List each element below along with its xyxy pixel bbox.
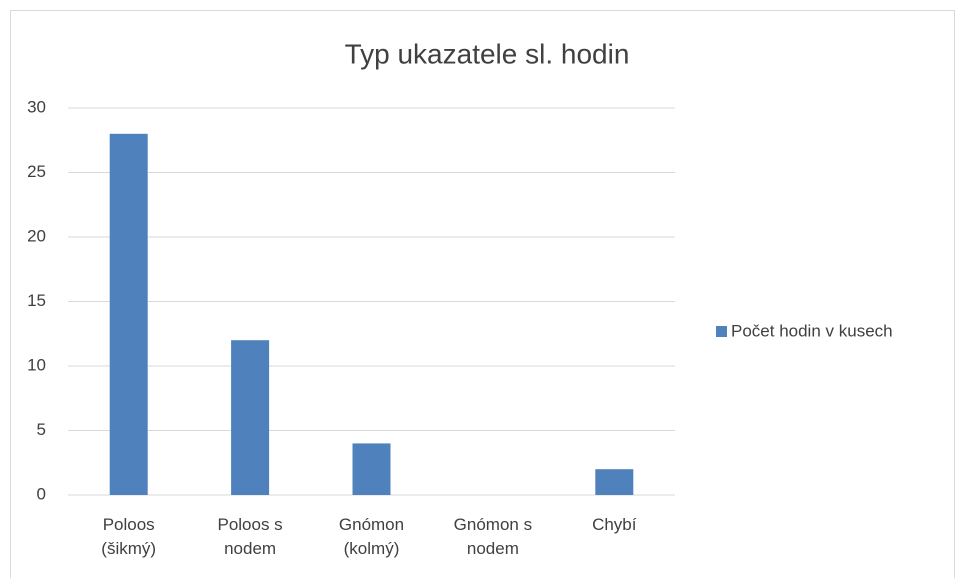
y-tick-label: 0 — [37, 484, 46, 503]
legend-swatch — [716, 326, 727, 337]
chart-title: Typ ukazatele sl. hodin — [345, 38, 630, 69]
y-tick-label: 10 — [27, 355, 46, 374]
y-tick-label: 20 — [27, 226, 46, 245]
y-tick-label: 5 — [37, 420, 46, 439]
x-tick-label: Gnómon (kolmý) — [338, 515, 405, 558]
bar — [595, 469, 634, 495]
chart-border — [10, 10, 955, 578]
legend-label: Počet hodin v kusech — [731, 321, 893, 340]
y-tick-label: 15 — [27, 291, 46, 310]
x-tick-label: Chybí — [592, 515, 637, 534]
x-tick-label: Gnómon s nodem — [453, 515, 533, 558]
bar — [231, 340, 270, 495]
bar — [109, 133, 148, 496]
y-tick-label: 30 — [27, 97, 46, 116]
bar — [352, 443, 391, 495]
y-tick-label: 25 — [27, 162, 46, 181]
x-tick-label: Poloos s nodem — [217, 515, 283, 558]
x-tick-label: Poloos (šikmý) — [101, 515, 157, 558]
